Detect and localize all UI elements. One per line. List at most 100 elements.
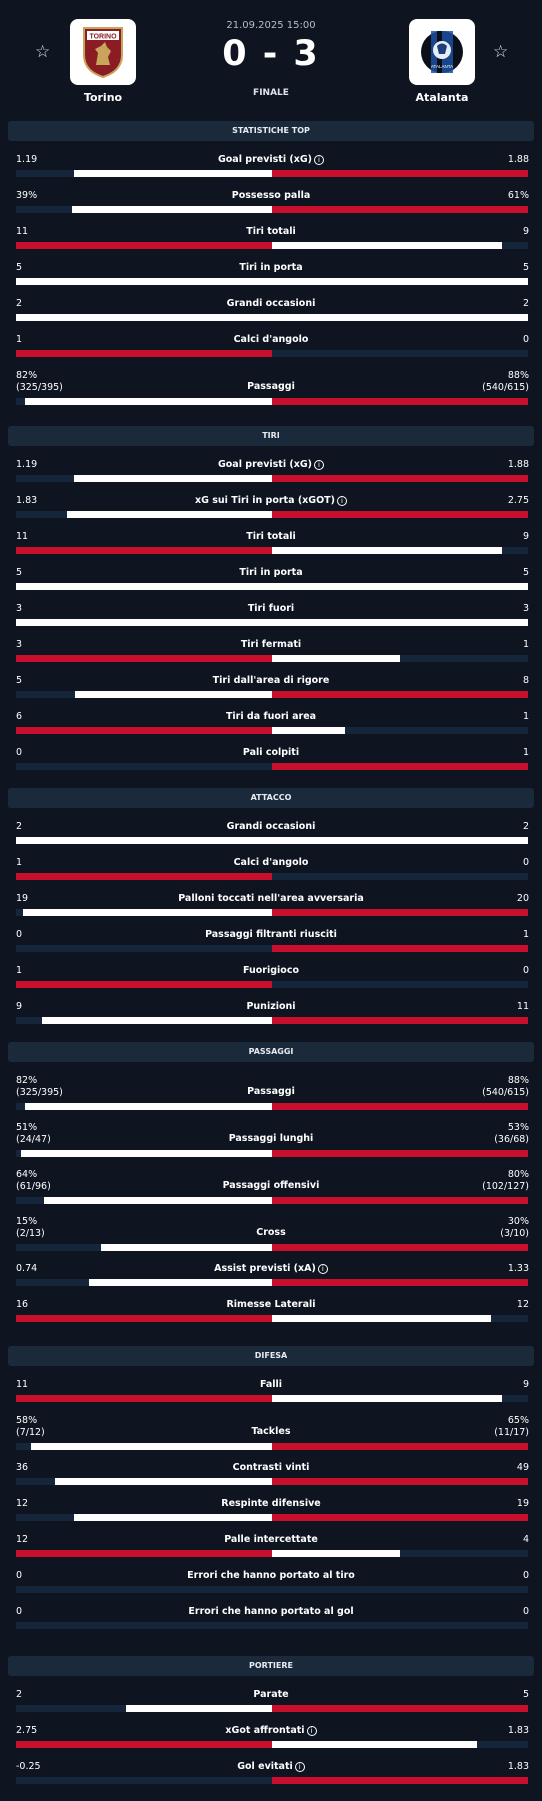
stat-row[interactable]: 15% (2/13) 30% (3/10) Cross: [0, 1213, 542, 1260]
away-stat-value: 88% (540/615): [482, 370, 529, 394]
stat-row[interactable]: 1.19 1.88 Goal previsti (xG) i: [0, 151, 542, 187]
stat-label: Tiri in porta: [71, 567, 471, 579]
away-stat-value: 61%: [508, 190, 529, 202]
stat-row[interactable]: 16 12 Rimesse Laterali: [0, 1296, 542, 1332]
stat-bar-track: [16, 398, 528, 405]
info-icon[interactable]: i: [294, 1761, 305, 1772]
stat-row[interactable]: 11 9 Tiri totali: [0, 528, 542, 564]
away-stat-bar: [272, 727, 346, 734]
stat-row[interactable]: 1.19 1.88 Goal previsti (xG) i: [0, 456, 542, 492]
home-stat-bar: [16, 981, 272, 988]
stat-label-text: Errori che hanno portato al gol: [188, 1606, 354, 1617]
home-stat-bar: [16, 350, 272, 357]
stat-row[interactable]: 1 0 Fuorigioco: [0, 962, 542, 998]
stat-row[interactable]: 19 20 Palloni toccati nell'area avversaria: [0, 890, 542, 926]
away-value: 1: [522, 929, 529, 940]
stat-row[interactable]: 51% (24/47) 53% (36/68) Passaggi lunghi: [0, 1119, 542, 1166]
stat-row[interactable]: 3 1 Tiri fermati: [0, 636, 542, 672]
stat-row[interactable]: 82% (325/395) 88% (540/615) Passaggi: [0, 367, 542, 414]
away-stat-bar: [272, 242, 503, 249]
stat-label-text: Passaggi: [247, 1086, 295, 1097]
home-stat-bar: [101, 1244, 272, 1251]
stat-label: Passaggi lunghi: [71, 1133, 471, 1145]
home-stat-bar: [16, 655, 272, 662]
stat-label: Calci d'angolo: [71, 334, 471, 346]
stat-bar-track: [16, 1550, 528, 1557]
stat-row[interactable]: 58% (7/12) 65% (11/17) Tackles: [0, 1412, 542, 1459]
stat-row[interactable]: 1 0 Calci d'angolo: [0, 854, 542, 890]
home-stat-bar: [55, 1478, 272, 1485]
favorite-away-star-icon[interactable]: ☆: [493, 42, 509, 62]
home-value: 0: [16, 1570, 23, 1581]
stat-row[interactable]: 64% (61/96) 80% (102/127) Passaggi offensivi: [0, 1166, 542, 1213]
home-stat-bar: [44, 1197, 272, 1204]
stat-row[interactable]: 0 1 Pali colpiti: [0, 744, 542, 780]
stat-row[interactable]: 0.74 1.33 Assist previsti (xA) i: [0, 1260, 542, 1296]
stat-row[interactable]: 1 0 Calci d'angolo: [0, 331, 542, 367]
stat-row[interactable]: 5 8 Tiri dall'area di rigore: [0, 672, 542, 708]
away-team-name[interactable]: Atalanta: [415, 91, 469, 104]
home-value: 82%: [16, 370, 38, 381]
home-stat-value: 0: [16, 1570, 22, 1582]
home-stat-bar: [16, 1395, 272, 1402]
stat-label: Tiri totali: [71, 226, 471, 238]
home-value: 64%: [16, 1169, 38, 1180]
stat-label-text: Tiri in porta: [239, 567, 303, 578]
home-team-logo[interactable]: TORINO: [70, 19, 136, 85]
stat-label-text: Passaggi offensivi: [222, 1180, 320, 1191]
home-stat-bar: [72, 206, 272, 213]
stat-row[interactable]: 12 4 Palle intercettate: [0, 1531, 542, 1567]
info-icon[interactable]: i: [317, 1263, 328, 1274]
home-stat-bar: [41, 1017, 272, 1024]
stat-row[interactable]: 82% (325/395) 88% (540/615) Passaggi: [0, 1072, 542, 1119]
stat-row[interactable]: 0 1 Passaggi filtranti riusciti: [0, 926, 542, 962]
stat-row[interactable]: 11 9 Tiri totali: [0, 223, 542, 259]
stat-row[interactable]: 1.83 2.75 xG sui Tiri in porta (xGOT) i: [0, 492, 542, 528]
home-team-name[interactable]: Torino: [83, 91, 123, 104]
stat-row[interactable]: 36 49 Contrasti vinti: [0, 1459, 542, 1495]
stat-row[interactable]: 0 0 Errori che hanno portato al tiro: [0, 1567, 542, 1603]
stat-label-text: Tiri dall'area di rigore: [212, 675, 330, 686]
away-stat-bar: [272, 619, 528, 626]
info-icon[interactable]: i: [314, 154, 325, 165]
favorite-home-star-icon[interactable]: ☆: [35, 42, 51, 62]
stat-label-text: Goal previsti (xG): [217, 459, 313, 470]
info-icon[interactable]: i: [314, 459, 325, 470]
stat-label: Respinte difensive: [71, 1498, 471, 1510]
stat-bar-track: [16, 727, 528, 734]
stat-row[interactable]: 5 5 Tiri in porta: [0, 259, 542, 295]
away-stat-bar: [272, 691, 528, 698]
stat-label-text: Calci d'angolo: [233, 857, 309, 868]
stat-row[interactable]: 2.75 1.83 xGot affrontati i: [0, 1722, 542, 1758]
info-icon[interactable]: i: [336, 495, 347, 506]
stat-row[interactable]: 2 2 Grandi occasioni: [0, 295, 542, 331]
section-header: ATTACCO: [8, 788, 534, 808]
match-score: 0 - 3: [222, 34, 320, 74]
away-value: 2: [522, 298, 529, 309]
stat-row[interactable]: 0 0 Errori che hanno portato al gol: [0, 1603, 542, 1639]
home-stat-bar: [125, 1705, 272, 1712]
stat-row[interactable]: 2 2 Grandi occasioni: [0, 818, 542, 854]
away-value: 2.75: [507, 495, 529, 506]
home-value: 5: [16, 567, 23, 578]
stat-row[interactable]: 9 11 Punizioni: [0, 998, 542, 1034]
away-team-logo[interactable]: ATALANTA: [409, 19, 475, 85]
stat-row[interactable]: 2 5 Parate: [0, 1686, 542, 1722]
stat-row[interactable]: 5 5 Tiri in porta: [0, 564, 542, 600]
away-stat-value: 5: [523, 262, 529, 274]
stat-row[interactable]: 12 19 Respinte difensive: [0, 1495, 542, 1531]
stat-row[interactable]: 3 3 Tiri fuori: [0, 600, 542, 636]
home-stat-value: 82% (325/395): [16, 370, 63, 394]
home-stat-value: 5: [16, 675, 22, 687]
stat-row[interactable]: 11 9 Falli: [0, 1376, 542, 1412]
home-value: 2.75: [16, 1725, 38, 1736]
info-icon[interactable]: i: [306, 1725, 317, 1736]
stat-label: xG sui Tiri in porta (xGOT) i: [71, 495, 471, 507]
stat-row[interactable]: 39% 61% Possesso palla: [0, 187, 542, 223]
away-value: 9: [522, 1379, 529, 1390]
home-value: 1: [16, 965, 23, 976]
away-stat-bar: [272, 909, 528, 916]
stat-row[interactable]: -0.25 1.83 Gol evitati i: [0, 1758, 542, 1794]
stat-row[interactable]: 6 1 Tiri da fuori area: [0, 708, 542, 744]
home-value: 5: [16, 675, 23, 686]
